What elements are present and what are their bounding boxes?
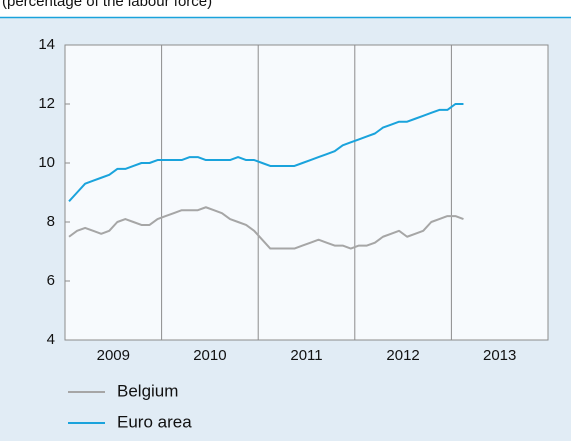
x-tick-label: 2011 (290, 347, 322, 364)
line-series (68, 206, 464, 250)
y-tick-label: 12 (38, 95, 55, 112)
plot-area (64, 44, 549, 341)
legend-label: Euro area (117, 412, 192, 431)
x-tick-label: 2013 (483, 347, 516, 364)
x-tick-label: 2009 (97, 347, 130, 364)
legend-label: Belgium (117, 381, 178, 400)
x-tick-label: 2012 (386, 347, 419, 364)
y-tick-label: 14 (38, 36, 55, 53)
line-series (68, 103, 464, 203)
y-tick-label: 10 (38, 154, 55, 171)
y-tick-label: 6 (47, 272, 55, 289)
chart-subtitle: (percentage of the labour force) (2, 0, 212, 10)
y-tick-label: 8 (47, 213, 55, 230)
y-tick-label: 4 (47, 331, 55, 348)
x-tick-label: 2010 (193, 347, 226, 364)
